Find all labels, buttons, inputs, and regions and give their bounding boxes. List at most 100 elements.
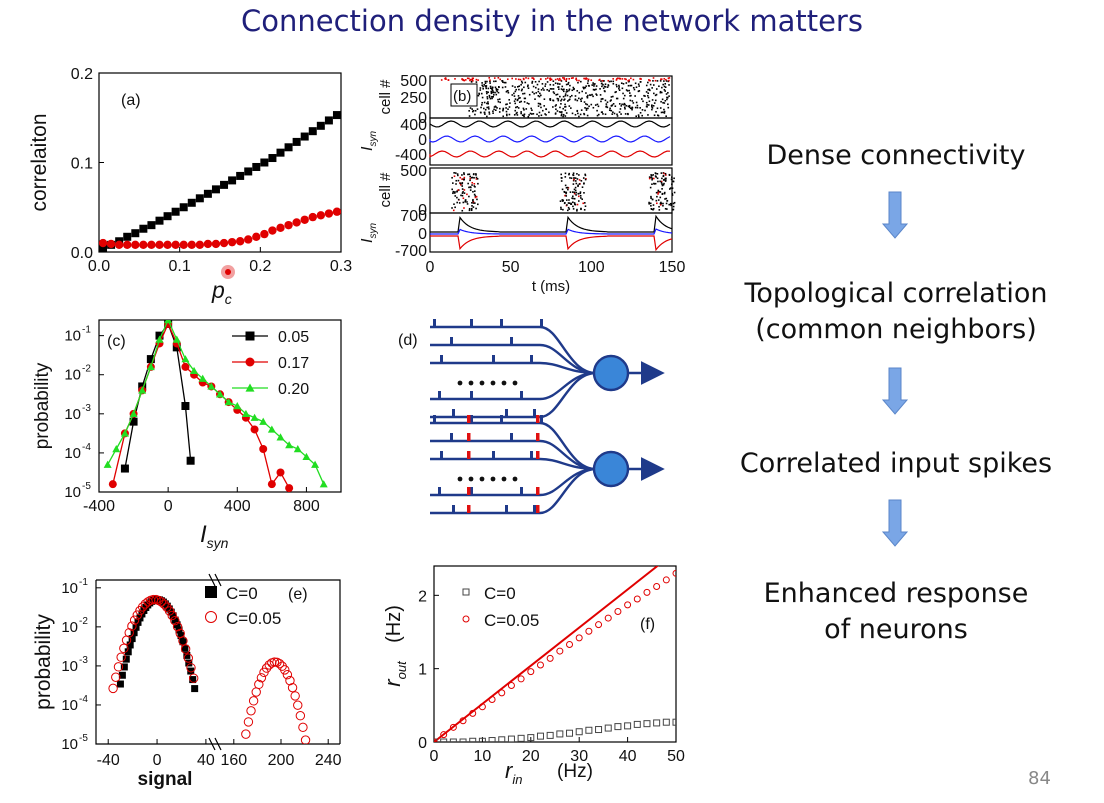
panel-b-spike: [516, 106, 519, 108]
panel-b-spike: [487, 106, 490, 108]
panel-b-spike: [610, 99, 612, 101]
panel-d-spike-tick: [505, 409, 508, 417]
panel-b-spike: [573, 88, 575, 90]
panel-b-burst-spike: [573, 197, 576, 200]
panel-e-point-c005: [188, 673, 199, 683]
panel-d-spike-tick: [470, 319, 473, 327]
panel-e-point-c005-peak2: [287, 682, 298, 693]
panel-b-spike: [587, 107, 589, 110]
panel-b-spike: [502, 109, 504, 112]
panel-f-xlabel-sub: in: [512, 772, 522, 787]
panel-c-xtick-label: 800: [293, 498, 320, 515]
panel-b-spike: [625, 82, 628, 84]
panel-b-spike: [560, 113, 563, 116]
panel-b-spike: [574, 113, 577, 116]
panel-b-burst-spike: [475, 195, 478, 198]
panel-b-burst-spike: [662, 179, 665, 181]
panel-b-spike: [523, 86, 525, 89]
panel-b-spike: [507, 91, 510, 94]
panel-b-spike-red: [621, 78, 624, 80]
panel-b-spike: [489, 82, 491, 84]
panel-e-ytick-label: 10: [61, 736, 78, 753]
panel-b-spike: [533, 92, 535, 95]
panel-b-burst-spike: [660, 202, 663, 205]
panel-b-ylabel-cell: cell #: [377, 79, 394, 115]
panel-b-burst-spike: [575, 182, 578, 185]
panel-b-spike: [567, 83, 569, 85]
panel-b-spike: [628, 92, 631, 94]
panel-b-spike: [516, 111, 518, 114]
panel-b-burst-spike: [672, 205, 675, 208]
panel-b-spike: [497, 91, 500, 94]
panel-a-point: [268, 226, 277, 235]
panel-f-xtick-label: 10: [474, 748, 492, 765]
panel-b-spike: [493, 94, 495, 96]
panel-c-xlabel-sub: syn: [207, 535, 229, 551]
panel-e-legend-marker: [205, 611, 217, 623]
panel-b-burst-spike: [581, 186, 584, 188]
panel-b-spike: [486, 102, 488, 105]
panel-d-spike-tick: [438, 391, 441, 399]
panel-b-burst-spike: [662, 184, 665, 186]
panel-b-spike: [623, 102, 626, 105]
panel-b-spike: [483, 83, 485, 86]
panel-b-spike: [551, 88, 553, 90]
panel-b-spike: [506, 114, 508, 117]
panel-b-spike: [526, 102, 529, 104]
panel-a-point: [260, 229, 269, 239]
panel-b-spike-red: [583, 77, 585, 80]
panel-b-spike: [584, 86, 587, 89]
panel-d-spike-tick: [505, 505, 508, 513]
panel-b-burst-spike: [573, 192, 576, 195]
panel-b-spike: [571, 89, 574, 92]
panel-b-spike: [556, 93, 559, 96]
panel-b-burst-spike: [651, 198, 654, 201]
panel-b-spike: [549, 99, 552, 101]
panel-b-spike: [568, 89, 570, 92]
panel-b-burst-spike: [579, 192, 582, 195]
panel-b-spike: [501, 86, 504, 89]
panel-c-point: [285, 441, 294, 449]
panel-b-spike: [651, 105, 653, 108]
panel-b-spike: [548, 111, 550, 114]
panel-b-burst-spike: [453, 175, 456, 178]
panel-e-point-c005-peak2: [246, 706, 256, 716]
panel-b-spike: [517, 107, 520, 109]
panel-b-spike: [552, 84, 555, 86]
panel-b-spike: [661, 98, 664, 101]
panel-d-correlated-tick: [536, 415, 540, 423]
panel-e-ytick-label: 10: [61, 619, 78, 636]
panel-b-spike-red: [517, 78, 520, 81]
panel-b-spike: [561, 85, 564, 88]
panel-b-spike: [609, 107, 611, 110]
panel-b-spike: [494, 91, 496, 94]
panel-e-point-c005: [170, 616, 180, 626]
panel-b-burst-spike: [461, 178, 463, 181]
panel-d-dot: [490, 380, 496, 386]
panel-a-point: [203, 239, 213, 249]
panel-b-spike: [514, 109, 517, 112]
panel-b-spike: [651, 99, 654, 101]
panel-b-burst-spike: [648, 202, 650, 205]
panel-c-point: [216, 390, 224, 398]
panel-d-dot: [479, 380, 485, 386]
panel-b-spike-red: [584, 77, 586, 80]
panel-f-point: [488, 695, 496, 703]
panel-b-spike: [558, 88, 560, 90]
panel-d-correlated-tick: [467, 415, 471, 423]
panel-b-spike: [605, 106, 607, 108]
panel-b-spike: [498, 86, 500, 89]
panel-b-spike: [492, 112, 494, 114]
panel-b-burst-spike: [584, 173, 586, 176]
panel-b-burst-spike: [462, 197, 465, 200]
panel-b-spike: [523, 113, 526, 116]
panel-b-burst-spike: [454, 191, 456, 193]
panel-f-point: [507, 735, 515, 742]
panel-b-burst-spike: [565, 199, 568, 201]
panel-b-spike: [587, 80, 589, 82]
panel-b-burst-spike: [665, 179, 667, 181]
panel-b-burst-spike: [584, 178, 587, 181]
panel-c-point: [129, 409, 138, 418]
panel-b-spike: [487, 102, 489, 105]
panel-a-point: [123, 232, 132, 241]
